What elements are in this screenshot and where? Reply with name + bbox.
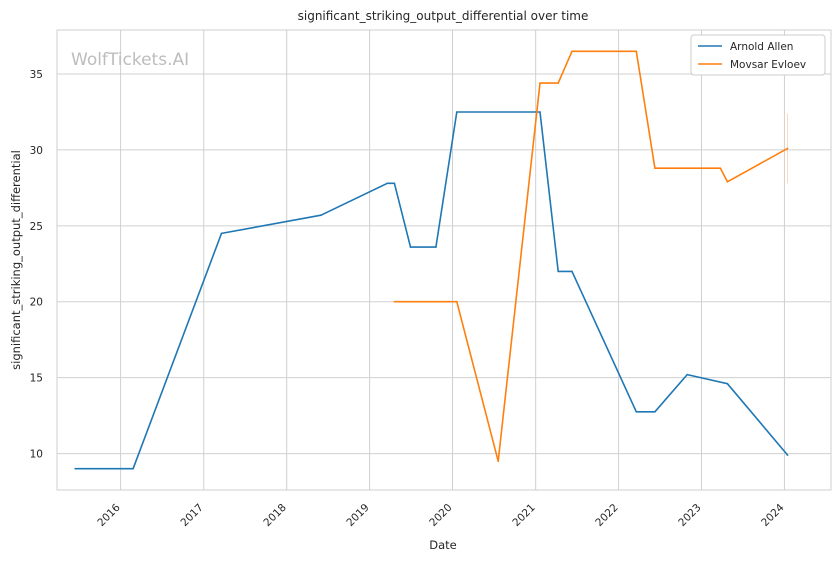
data-point-movsar-evloev [571,50,573,53]
data-point-arnold-allen [386,182,389,185]
chart-title: significant_striking_output_differential… [298,9,589,23]
data-point-arnold-allen [74,467,76,470]
data-point-arnold-allen [539,111,541,113]
plot-area [56,29,832,491]
data-point-movsar-evloev [635,50,638,53]
series-group [74,50,789,470]
data-point-arnold-allen [654,411,656,413]
data-point-arnold-allen [571,270,573,273]
y-tick-labels: 10 15 20 25 30 35 [30,69,43,461]
data-point-movsar-evloev [497,460,500,463]
data-point-movsar-evloev [726,181,729,183]
x-tick-label: 2023 [676,502,703,529]
data-point-arnold-allen [456,111,458,113]
legend-box [690,34,826,76]
data-point-arnold-allen [132,467,134,470]
y-tick-label: 35 [30,69,43,81]
grid-lines [57,30,831,490]
y-tick-label: 30 [30,145,43,157]
data-point-arnold-allen [409,246,412,248]
x-tick-label: 2022 [593,502,620,529]
data-point-movsar-evloev [456,300,458,303]
data-point-arnold-allen [726,382,729,385]
x-tick-label: 2018 [261,502,288,529]
data-point-arnold-allen [320,214,322,216]
y-axis-label: significant_striking_output_differential [9,150,23,370]
x-tick-label: 2020 [427,502,454,529]
data-point-arnold-allen [220,232,223,235]
data-point-movsar-evloev [557,82,559,84]
x-axis-label: Date [429,538,457,552]
x-tick-label: 2017 [178,502,205,529]
data-point-arnold-allen [686,373,688,376]
legend-label-arnold-allen: Arnold Allen [730,41,793,53]
data-point-arnold-allen [786,454,789,456]
data-point-movsar-evloev [393,300,396,303]
x-tick-label: 2016 [95,501,123,529]
legend-label-movsar-evloev: Movsar Evloev [730,59,806,71]
x-tick-label: 2019 [344,502,371,529]
x-tick-labels: 2016 2017 2018 2019 2020 2021 2022 2023 2024 [95,501,786,529]
data-point-arnold-allen [393,182,396,185]
y-tick-label: 15 [30,373,43,385]
y-tick-label: 10 [30,449,43,461]
data-point-arnold-allen [557,270,559,273]
legend: Arnold Allen Movsar Evloev [690,34,826,76]
data-point-arnold-allen [635,411,638,413]
y-tick-label: 25 [30,221,43,233]
data-point-movsar-evloev [719,167,722,169]
y-tick-label: 20 [30,297,43,309]
x-tick-label: 2021 [510,502,537,529]
data-point-movsar-evloev [654,167,656,169]
data-point-movsar-evloev [539,82,541,84]
watermark-text: WolfTickets.AI [71,50,189,70]
x-tick-label: 2024 [759,501,787,529]
data-point-arnold-allen [435,246,437,248]
